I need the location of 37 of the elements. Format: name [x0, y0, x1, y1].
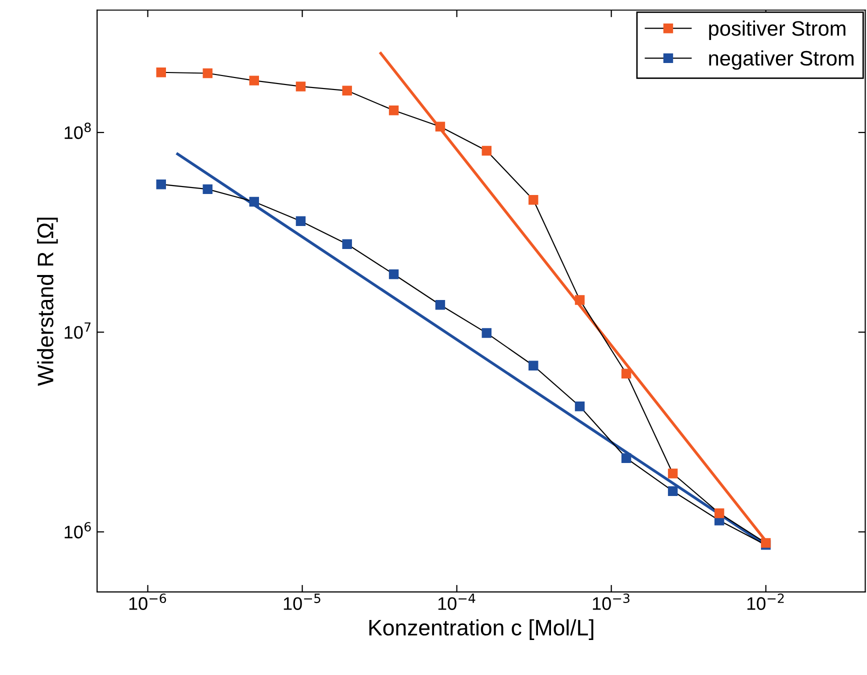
- point: [342, 86, 352, 96]
- point: [668, 486, 678, 496]
- point: [668, 468, 678, 478]
- point: [388, 106, 399, 116]
- y-tick-label: 10$^{8}$: [64, 122, 91, 140]
- point: [296, 82, 306, 92]
- point: [296, 216, 306, 226]
- point: [528, 360, 538, 370]
- x-tick-label: 10$^{−4}$: [438, 594, 476, 610]
- x-tick-label: 10$^{−5}$: [284, 594, 320, 610]
- point: [202, 184, 212, 194]
- point: [714, 508, 724, 518]
- point: [621, 453, 632, 463]
- y-tick-label: 10$^{7}$: [64, 322, 91, 339]
- point: [435, 300, 446, 310]
- point: [435, 122, 446, 132]
- point: [388, 269, 399, 280]
- legend-label: positiver Strom: [709, 20, 846, 40]
- point: [156, 179, 166, 190]
- y-axis-title: Widerstand R [Ω]: [37, 218, 58, 386]
- legend-label: negativer Strom: [709, 50, 854, 70]
- y-tick-label: 10$^{6}$: [64, 522, 91, 538]
- point: [156, 68, 166, 78]
- x-axis-title: Konzentration c [Mol/L]: [369, 619, 594, 640]
- point: [482, 146, 492, 156]
- point: [342, 239, 352, 249]
- point: [528, 194, 538, 205]
- point: [574, 295, 585, 305]
- x-tick-label: 10$^{−3}$: [592, 593, 630, 610]
- x-tick-label: 10$^{−2}$: [747, 593, 784, 610]
- x-tick-label: 10$^{−6}$: [129, 593, 166, 610]
- point: [202, 68, 212, 78]
- point: [574, 402, 585, 412]
- point: [249, 76, 260, 86]
- point: [249, 196, 260, 207]
- point: [621, 368, 632, 378]
- point: [482, 328, 492, 338]
